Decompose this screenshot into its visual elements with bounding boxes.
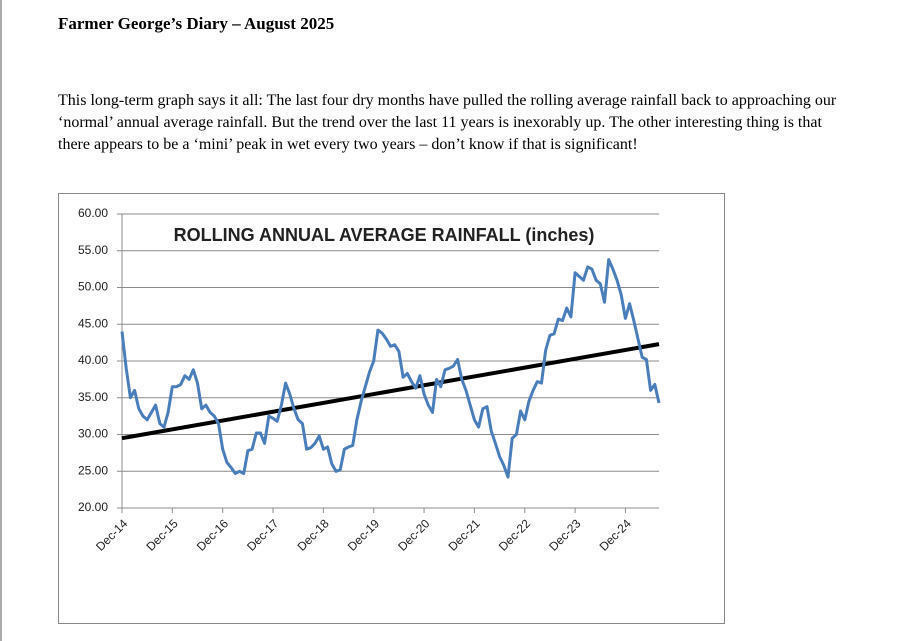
- paragraph: This long-term graph says it all: The la…: [58, 92, 837, 153]
- diary-title: Farmer George’s Diary – August 2025: [58, 14, 335, 33]
- y-tick-label: 45.00: [78, 316, 108, 330]
- x-tick-label: Dec-16: [194, 516, 231, 553]
- y-tick-label: 30.00: [78, 427, 108, 441]
- x-tick-label: Dec-14: [93, 516, 130, 553]
- x-tick-label: Dec-23: [546, 516, 583, 553]
- x-tick-label: Dec-22: [496, 516, 533, 553]
- y-tick-label: 60.00: [78, 206, 108, 220]
- x-tick-label: Dec-17: [244, 516, 281, 553]
- chart-frame: ROLLING ANNUAL AVERAGE RAINFALL (inches)…: [58, 193, 725, 624]
- x-tick-label: Dec-24: [597, 516, 634, 553]
- x-tick-label: Dec-15: [143, 516, 180, 553]
- x-tick-label: Dec-18: [294, 516, 331, 553]
- y-tick-label: 35.00: [78, 390, 108, 404]
- x-tick-label: Dec-21: [446, 516, 483, 553]
- rainfall-line: [120, 258, 661, 479]
- trend-line: [121, 342, 660, 441]
- chart: ROLLING ANNUAL AVERAGE RAINFALL (inches)…: [78, 206, 661, 554]
- y-tick-label: 50.00: [78, 280, 108, 294]
- y-tick-label: 20.00: [78, 500, 108, 514]
- y-tick-label: 25.00: [78, 463, 108, 477]
- y-tick-label: 55.00: [78, 243, 108, 257]
- x-tick-label: Dec-20: [395, 516, 432, 553]
- chart-title: ROLLING ANNUAL AVERAGE RAINFALL (inches): [174, 225, 595, 245]
- x-tick-label: Dec-19: [345, 516, 382, 553]
- y-tick-label: 40.00: [78, 353, 108, 367]
